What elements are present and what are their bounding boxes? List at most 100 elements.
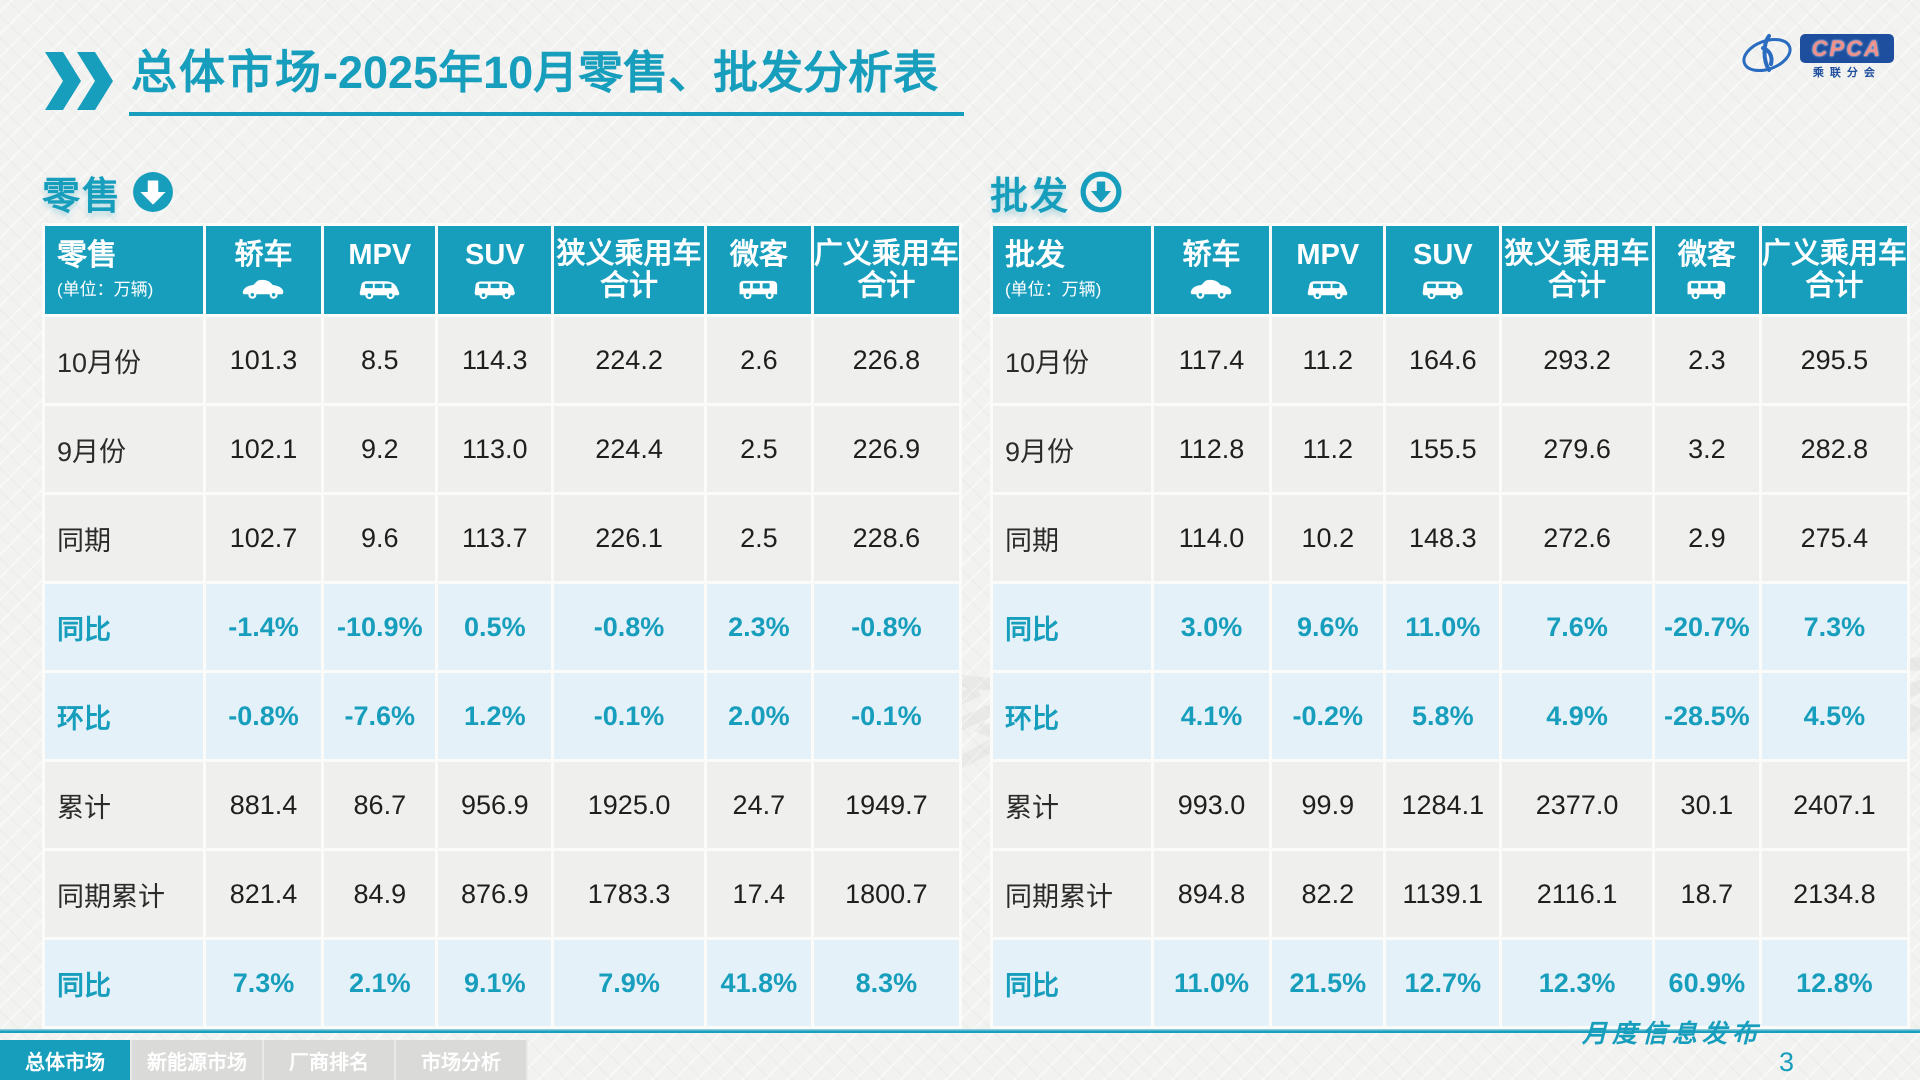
- table-row: 同期累计 821.4 84.9 876.9 1783.3 17.4 1800.7: [45, 851, 959, 937]
- table-cell: -0.1%: [554, 673, 704, 759]
- suv-icon: [438, 274, 551, 301]
- nav-tab-3[interactable]: 厂商排名: [264, 1040, 396, 1080]
- table-cell: 226.9: [813, 406, 959, 492]
- table-cell: -0.8%: [205, 673, 322, 759]
- table-cell: 2116.1: [1502, 851, 1652, 937]
- issue-label: 月度信息发布: [1581, 1021, 1762, 1048]
- table-cell: 226.8: [813, 317, 959, 403]
- table-cell: 102.1: [205, 406, 322, 492]
- table-row: 同比 -1.4% -10.9% 0.5% -0.8% 2.3% -0.8%: [45, 584, 959, 670]
- table-cell: 4.1%: [1153, 673, 1270, 759]
- table-cell: 1139.1: [1386, 851, 1500, 937]
- cpca-badge: CPCA: [1799, 33, 1894, 63]
- table-cell: -20.7%: [1654, 584, 1759, 670]
- table-cell: 12.3%: [1502, 940, 1652, 1026]
- table-cell: 10.2: [1272, 495, 1384, 581]
- nav-tab-4[interactable]: 市场分析: [396, 1040, 528, 1080]
- cpca-acronym: CPCA: [1811, 35, 1882, 61]
- table-cell: 224.4: [554, 406, 704, 492]
- table-cell: 60.9%: [1654, 940, 1759, 1026]
- table-cell: 117.4: [1153, 317, 1270, 403]
- table-cell: 2.3: [1654, 317, 1759, 403]
- table-cell: 18.7: [1654, 851, 1759, 937]
- table-cell: 7.3%: [1761, 584, 1907, 670]
- table-cell: 11.0%: [1386, 584, 1500, 670]
- table-cell: 275.4: [1761, 495, 1907, 581]
- wholesale-section-title: 批发: [990, 175, 1071, 218]
- table-cell: 8.5: [324, 317, 436, 403]
- header-row: 批发 (单位：万辆) 轿车 MPV SUV 狭义乘用车 合计 微客 广义乘用车 合计: [993, 226, 1907, 314]
- column-header: 广义乘用车 合计: [813, 226, 959, 314]
- issue-label-group: 月度信息发布: [1499, 1014, 1844, 1050]
- column-header: MPV: [324, 226, 436, 314]
- table-cell: 1.2%: [438, 673, 552, 759]
- table-cell: 3.0%: [1153, 584, 1270, 670]
- download-arrow-filled-icon: [132, 171, 174, 213]
- row-label: 同比: [45, 940, 203, 1026]
- table-cell: -0.8%: [554, 584, 704, 670]
- table-row: 9月份 112.8 11.2 155.5 279.6 3.2 282.8: [993, 406, 1907, 492]
- page-number: 3: [1778, 1047, 1794, 1077]
- row-label: 环比: [993, 673, 1151, 759]
- table-cell: 1949.7: [813, 762, 959, 848]
- corner-header: 批发 (单位：万辆): [993, 226, 1151, 314]
- table-cell: 2377.0: [1502, 762, 1652, 848]
- table-cell: 82.2: [1272, 851, 1384, 937]
- row-label: 同期累计: [45, 851, 203, 937]
- corner-header: 零售 (单位：万辆): [45, 226, 203, 314]
- table-row: 同期 102.7 9.6 113.7 226.1 2.5 228.6: [45, 495, 959, 581]
- table-cell: 4.5%: [1761, 673, 1907, 759]
- column-header: 狭义乘用车 合计: [554, 226, 704, 314]
- table-cell: -0.8%: [813, 584, 959, 670]
- page-title: 总体市场-2025年10月零售、批发分析表: [129, 36, 965, 116]
- table-cell: 113.7: [438, 495, 552, 581]
- tables-row: 零售 零售 (单位：万辆) 轿车 MPV SUV 狭义乘用车 合计 微客 广义乘用车 合计 10月份…: [42, 166, 1910, 1029]
- table-cell: -0.1%: [813, 673, 959, 759]
- table-cell: 226.1: [554, 495, 704, 581]
- bottom-divider: [0, 1029, 1920, 1033]
- table-cell: -0.2%: [1272, 673, 1384, 759]
- table-cell: 24.7: [706, 762, 811, 848]
- table-cell: 8.3%: [813, 940, 959, 1026]
- table-cell: 1783.3: [554, 851, 704, 937]
- table-cell: 11.2: [1272, 317, 1384, 403]
- row-label: 同期: [993, 495, 1151, 581]
- table-cell: 84.9: [324, 851, 436, 937]
- table-row: 10月份 117.4 11.2 164.6 293.2 2.3 295.5: [993, 317, 1907, 403]
- table-cell: 2.9: [1654, 495, 1759, 581]
- row-label: 同比: [993, 584, 1151, 670]
- page-header: 总体市场-2025年10月零售、批发分析表: [45, 36, 965, 116]
- table-cell: 112.8: [1153, 406, 1270, 492]
- table-cell: -1.4%: [205, 584, 322, 670]
- table-cell: 2.6: [706, 317, 811, 403]
- table-cell: 956.9: [438, 762, 552, 848]
- table-cell: 282.8: [1761, 406, 1907, 492]
- table-cell: 9.6%: [1272, 584, 1384, 670]
- row-label: 累计: [45, 762, 203, 848]
- table-cell: 993.0: [1153, 762, 1270, 848]
- suv-icon: [1386, 274, 1499, 301]
- table-cell: -28.5%: [1654, 673, 1759, 759]
- table-cell: 7.3%: [205, 940, 322, 1026]
- microvan-icon: [1655, 274, 1759, 301]
- table-cell: 272.6: [1502, 495, 1652, 581]
- table-cell: 5.8%: [1386, 673, 1500, 759]
- table-cell: 12.8%: [1761, 940, 1907, 1026]
- row-label: 10月份: [45, 317, 203, 403]
- column-header: 轿车: [205, 226, 322, 314]
- header-row: 零售 (单位：万辆) 轿车 MPV SUV 狭义乘用车 合计 微客 广义乘用车 合计: [45, 226, 959, 314]
- table-cell: 295.5: [1761, 317, 1907, 403]
- row-label: 同比: [993, 940, 1151, 1026]
- table-row: 同比 3.0% 9.6% 11.0% 7.6% -20.7% 7.3%: [993, 584, 1907, 670]
- table-cell: 3.2: [1654, 406, 1759, 492]
- table-cell: 2.3%: [706, 584, 811, 670]
- column-header: 狭义乘用车 合计: [1502, 226, 1652, 314]
- table-cell: 155.5: [1386, 406, 1500, 492]
- nav-tab-1[interactable]: 总体市场: [0, 1040, 132, 1080]
- table-cell: 99.9: [1272, 762, 1384, 848]
- table-row: 9月份 102.1 9.2 113.0 224.4 2.5 226.9: [45, 406, 959, 492]
- table-cell: 2.5: [706, 406, 811, 492]
- retail-table: 零售 (单位：万辆) 轿车 MPV SUV 狭义乘用车 合计 微客 广义乘用车 合计 10月份 101…: [42, 223, 962, 1029]
- nav-tab-2[interactable]: 新能源市场: [132, 1040, 264, 1080]
- table-cell: 881.4: [205, 762, 322, 848]
